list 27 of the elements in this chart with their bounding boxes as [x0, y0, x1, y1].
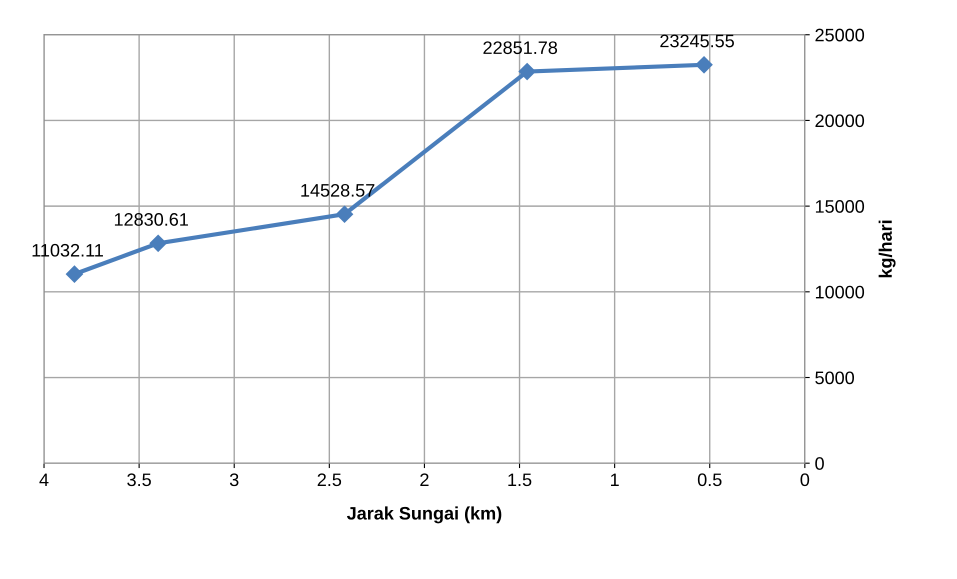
point	[695, 56, 713, 74]
x-tick-label: 0	[800, 473, 810, 486]
x-tick-label: 4	[39, 474, 49, 486]
x-tick-label: 2	[420, 473, 429, 486]
y-tick-label: 10000	[816, 286, 864, 299]
x-tick-label: 1	[610, 474, 619, 486]
x-tick-label: 3	[230, 473, 238, 486]
y-axis-title: kg/hari	[878, 220, 896, 278]
point	[66, 266, 84, 283]
y-tick-label: 25000	[815, 28, 864, 42]
data-label: 14528.57	[301, 184, 374, 197]
point	[336, 206, 354, 223]
x-tick-label: 1.5	[508, 474, 532, 486]
x-tick-label: 3.5	[127, 473, 151, 486]
x-axis-title: Jarak Sungai (km)	[346, 506, 502, 524]
point	[518, 63, 536, 80]
data-label: 22851.78	[483, 41, 558, 54]
y-tick-label: 5000	[815, 371, 854, 384]
y-tick-label: 15000	[816, 200, 864, 213]
y-tick-label: 20000	[815, 114, 864, 128]
x-tick-label: 0.5	[698, 473, 722, 486]
x-tick-label: 2.5	[318, 473, 342, 486]
data-label: 12830.61	[114, 213, 188, 226]
point	[150, 234, 167, 252]
data-label: 23245.55	[660, 34, 734, 48]
y-tick-label: 0	[815, 457, 824, 470]
data-label: 11032.11	[32, 244, 103, 257]
